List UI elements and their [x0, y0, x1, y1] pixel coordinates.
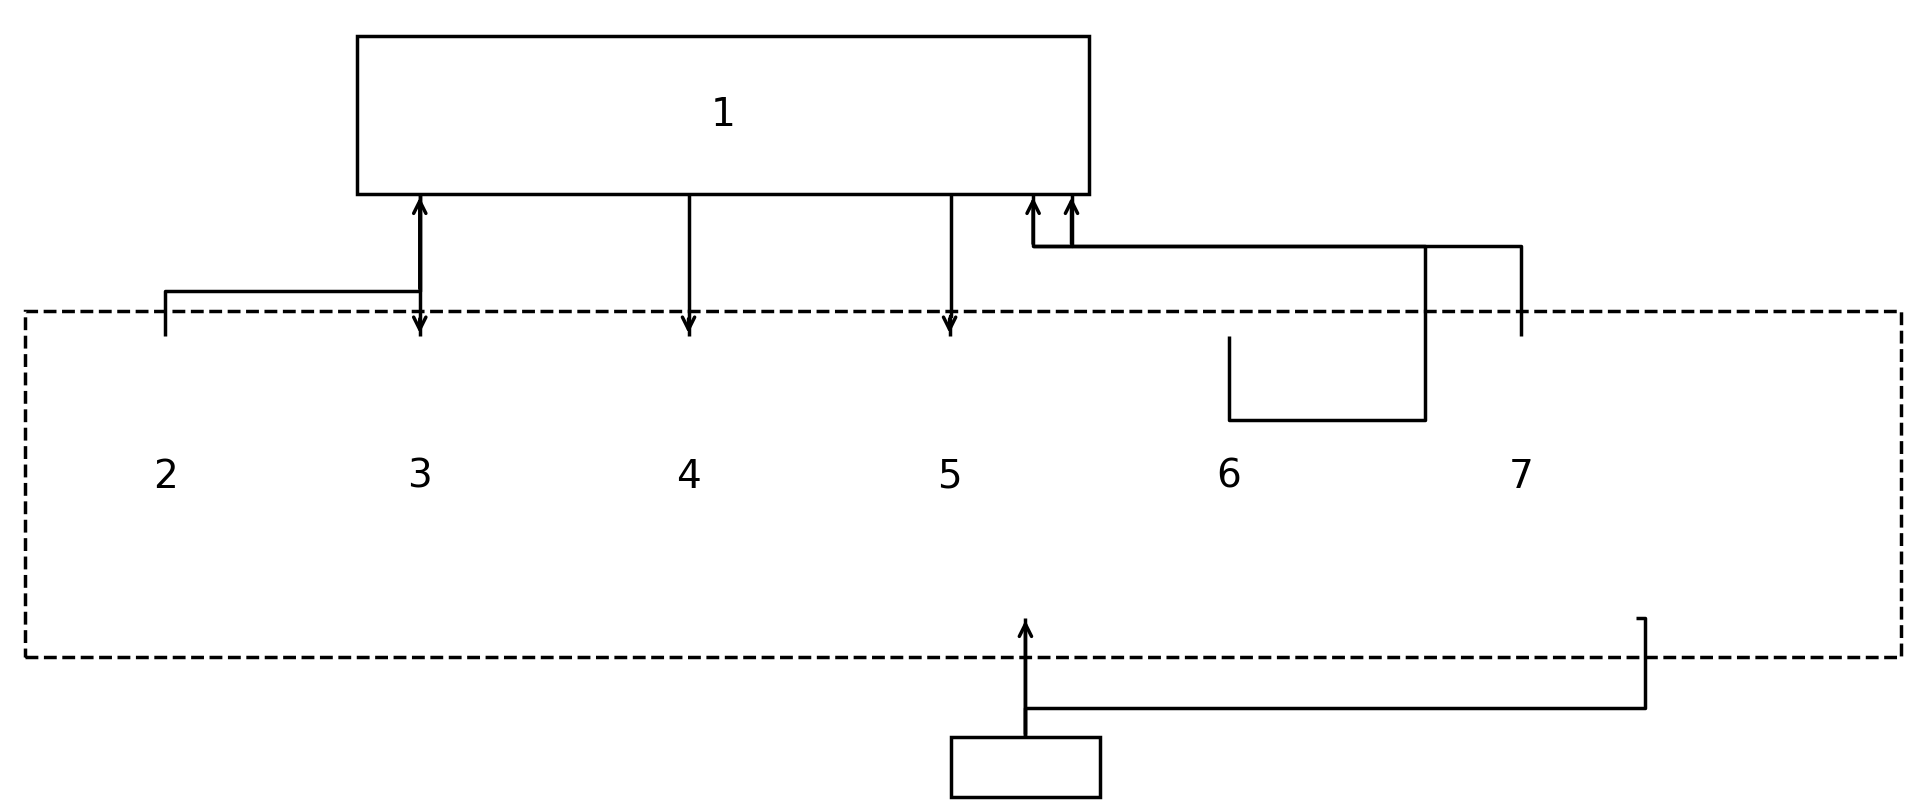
Bar: [575, 336, 802, 617]
Text: 3: 3: [407, 458, 432, 496]
Text: 2: 2: [152, 458, 177, 496]
Bar: [1091, 336, 1367, 617]
Bar: [357, 36, 1089, 195]
Text: 6: 6: [1217, 458, 1242, 496]
Text: 7: 7: [1508, 458, 1533, 496]
Text: 5: 5: [937, 458, 962, 496]
Bar: [25, 311, 1901, 658]
Bar: [56, 336, 276, 617]
Bar: [831, 336, 1068, 617]
Bar: [305, 336, 534, 617]
Text: 4: 4: [677, 458, 702, 496]
Bar: [1406, 336, 1635, 617]
Text: 1: 1: [711, 96, 735, 134]
Bar: [951, 737, 1101, 797]
